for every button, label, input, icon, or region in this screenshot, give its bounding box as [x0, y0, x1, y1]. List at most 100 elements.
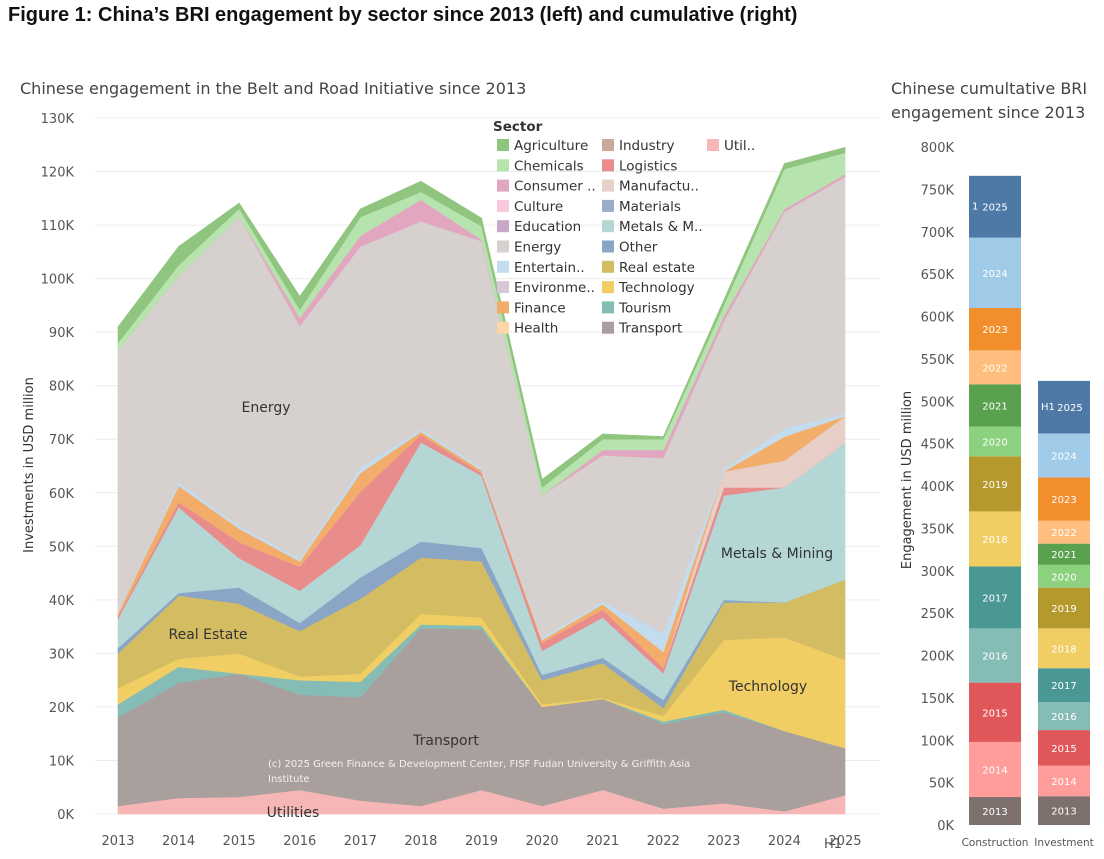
bar-segment-label: 2024 [982, 269, 1007, 280]
x-category-label: Investment [1034, 837, 1093, 849]
legend-swatch[interactable] [497, 139, 509, 151]
legend-label[interactable]: Finance [514, 300, 566, 316]
area-chart-series [117, 147, 846, 815]
y-tick-label: 450K [921, 438, 955, 453]
bar-segment-2023[interactable] [1038, 477, 1090, 521]
legend-label[interactable]: Manufactu.. [619, 179, 699, 195]
bar-segment-2024[interactable] [969, 237, 1021, 309]
legend-label[interactable]: Metals & M.. [619, 219, 703, 235]
bar-segment-2015[interactable] [1038, 730, 1090, 766]
bar-segment-2015[interactable] [969, 682, 1021, 742]
legend-label[interactable]: Environme.. [514, 280, 595, 296]
bar-segment-label: 2014 [982, 765, 1007, 776]
legend-swatch[interactable] [497, 159, 509, 172]
legend-swatch[interactable] [602, 139, 614, 151]
legend-label[interactable]: Consumer .. [514, 179, 596, 195]
bar-segment-2025[interactable] [1038, 380, 1090, 434]
legend-swatch[interactable] [602, 260, 614, 273]
bar-segment-2017[interactable] [1038, 668, 1090, 703]
bar-segment-label: 2017 [1051, 681, 1076, 692]
legend-label[interactable]: Industry [619, 138, 675, 154]
legend-swatch[interactable] [602, 240, 614, 253]
x-tick-label: 2014 [162, 834, 195, 849]
annotation-energy: Energy [241, 400, 290, 416]
legend-title: Sector [493, 119, 543, 135]
y-tick-label: 50K [49, 540, 75, 555]
bar-segment-2024[interactable] [1038, 433, 1090, 478]
bar-segment-label: 2021 [1051, 550, 1076, 561]
legend-label[interactable]: Util.. [724, 138, 755, 154]
legend-swatch[interactable] [497, 220, 509, 233]
legend-swatch[interactable] [497, 281, 509, 294]
bar-segment-2021[interactable] [969, 384, 1021, 427]
bar-segment-label: 2025 [982, 203, 1007, 214]
bar-segment-label: 2018 [1051, 644, 1076, 655]
legend-label[interactable]: Entertain.. [514, 260, 585, 276]
legend-label[interactable]: Health [514, 321, 558, 337]
legend-label[interactable]: Energy [514, 240, 561, 256]
legend-swatch[interactable] [602, 159, 614, 172]
bar-segment-2023[interactable] [969, 308, 1021, 351]
legend-swatch[interactable] [602, 179, 614, 192]
bar-segment-prefix: H1 [1041, 402, 1055, 413]
area-chart-y-axis-title: Investments in USD million [22, 377, 37, 553]
y-tick-label: 500K [921, 395, 955, 410]
y-tick-label: 80K [49, 380, 75, 395]
area-series-agriculture[interactable] [117, 147, 846, 488]
legend-label[interactable]: Culture [514, 199, 563, 215]
bar-chart-y-axis: 0K 50K 100K 150K 200K 250K 300K 350K 400K 450K 500… [921, 141, 955, 834]
y-tick-label: 800K [921, 141, 955, 156]
legend-swatch[interactable] [497, 240, 509, 253]
y-tick-label: 300K [921, 565, 955, 580]
bar-segment-2019[interactable] [1038, 587, 1090, 629]
bar-segment-2021[interactable] [1038, 543, 1090, 565]
x-tick-label: 2025 [828, 834, 861, 849]
legend-swatch[interactable] [497, 260, 509, 273]
x-tick-label: 2021 [586, 834, 619, 849]
legend-swatch[interactable] [497, 179, 509, 192]
bar-segment-2022[interactable] [1038, 520, 1090, 544]
legend-swatch[interactable] [602, 199, 614, 212]
y-tick-label: 120K [41, 166, 75, 181]
bar-segment-2014[interactable] [1038, 765, 1090, 797]
legend-label[interactable]: Chemicals [514, 158, 584, 174]
y-tick-label: 700K [921, 226, 955, 241]
legend-swatch[interactable] [602, 220, 614, 233]
legend-label[interactable]: Education [514, 219, 581, 235]
legend-label[interactable]: Materials [619, 199, 681, 215]
legend-swatch[interactable] [602, 321, 614, 334]
bar-segment-2013[interactable] [969, 797, 1021, 825]
legend-swatch[interactable] [497, 321, 509, 334]
bar-segment-2019[interactable] [969, 456, 1021, 512]
watermark-line-1: (c) 2025 Green Finance & Development Cen… [268, 759, 690, 770]
bar-segment-2013[interactable] [1038, 796, 1090, 825]
legend-label[interactable]: Other [619, 240, 658, 256]
legend-label[interactable]: Logistics [619, 158, 677, 174]
bar-segment-2014[interactable] [969, 741, 1021, 798]
legend-swatch[interactable] [602, 301, 614, 314]
legend-label[interactable]: Real estate [619, 260, 695, 276]
legend-swatch[interactable] [497, 301, 509, 314]
bar-segment-2025[interactable] [969, 175, 1021, 238]
y-tick-label: 200K [921, 650, 955, 665]
bar-segment-2016[interactable] [969, 628, 1021, 683]
legend-swatch[interactable] [602, 281, 614, 294]
bar-segment-2018[interactable] [1038, 628, 1090, 669]
legend-swatch[interactable] [707, 139, 719, 151]
bar-segment-2016[interactable] [1038, 702, 1090, 731]
y-tick-label: 20K [49, 701, 75, 716]
bar-segment-2017[interactable] [969, 566, 1021, 629]
bar-segment-2018[interactable] [969, 511, 1021, 567]
legend-label[interactable]: Agriculture [514, 138, 588, 154]
bar-chart-x-axis: Construction Investment [962, 837, 1094, 849]
bar-segment-2020[interactable] [969, 426, 1021, 457]
bar-segment-prefix: 1 [972, 202, 978, 213]
bar-segment-2022[interactable] [969, 350, 1021, 385]
bar-segment-label: 2023 [1051, 495, 1076, 506]
legend-label[interactable]: Technology [618, 280, 695, 296]
legend-label[interactable]: Transport [618, 321, 682, 337]
bar-segment-2020[interactable] [1038, 564, 1090, 588]
watermark-line-2: Institute [268, 774, 310, 785]
legend-label[interactable]: Tourism [618, 300, 671, 316]
legend-swatch[interactable] [497, 199, 509, 212]
